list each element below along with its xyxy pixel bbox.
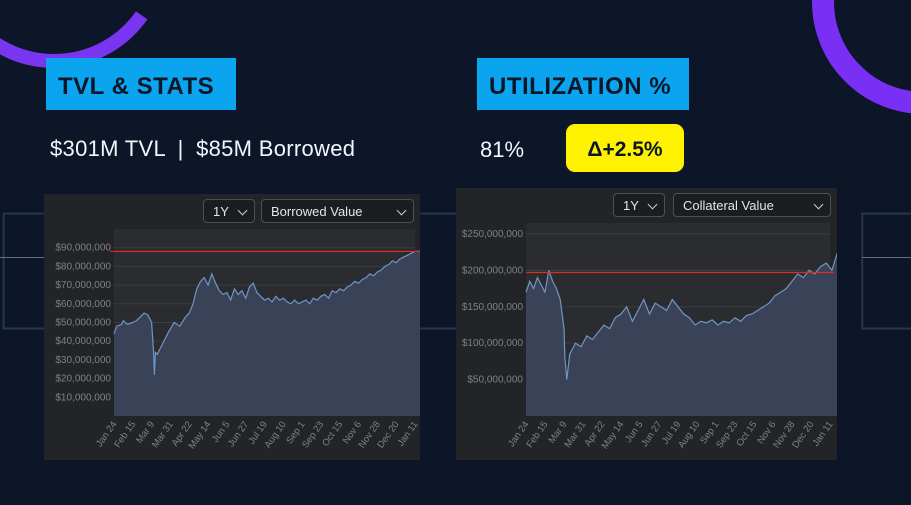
chart-card-collateral: 1Y Collateral Value $250,000,000 $200,000… [456, 188, 837, 460]
divider-line-left [0, 257, 45, 258]
x-tick-label: Jan 11 [810, 419, 835, 448]
borrowed-value-chart: $90,000,000 $80,000,000 $70,000,000 $60,000… [55, 229, 420, 451]
y-tick-label: $80,000,000 [55, 261, 111, 272]
borrowed-value: $85M Borrowed [196, 136, 356, 161]
metric-selector-label: Collateral Value [683, 198, 774, 213]
tvl-value: $301M TVL [50, 136, 166, 161]
collateral-value-chart: $250,000,000 $200,000,000 $150,000,000 $100… [462, 223, 837, 451]
stats-separator: | [177, 136, 184, 161]
metric-selector-collateral[interactable]: Collateral Value [673, 193, 831, 217]
y-tick-label: $40,000,000 [55, 336, 111, 347]
metric-selector-label: Borrowed Value [271, 204, 363, 219]
period-selector-borrowed[interactable]: 1Y [203, 199, 255, 223]
y-tick-label: $90,000,000 [55, 243, 111, 254]
period-selector-label: 1Y [623, 198, 639, 213]
y-tick-label: $50,000,000 [55, 318, 111, 329]
y-tick-label: $60,000,000 [55, 299, 111, 310]
chart-card-borrowed: 1Y Borrowed Value $90,000,000 $80,000,000… [44, 194, 420, 460]
x-tick-label: Jun 27 [639, 419, 664, 449]
utilization-delta-badge: Δ+2.5% [566, 124, 684, 172]
period-selector-label: 1Y [213, 204, 229, 219]
tvl-borrowed-stats: $301M TVL | $85M Borrowed [50, 136, 355, 162]
y-tick-label: $70,000,000 [55, 280, 111, 291]
decorative-arc-right [780, 0, 911, 146]
series-area [526, 254, 837, 416]
divider-line-right [862, 257, 911, 258]
y-tick-label: $50,000,000 [467, 375, 523, 386]
x-tick-label: Oct 15 [320, 419, 345, 448]
y-tick-label: $10,000,000 [55, 392, 111, 403]
y-tick-label: $30,000,000 [55, 355, 111, 366]
period-selector-collateral[interactable]: 1Y [613, 193, 665, 217]
utilization-value: 81% [480, 137, 525, 162]
metric-selector-borrowed[interactable]: Borrowed Value [261, 199, 414, 223]
y-tick-label: $200,000,000 [462, 265, 524, 276]
series-line [113, 250, 420, 375]
y-tick-label: $150,000,000 [462, 302, 524, 313]
x-tick-label: Oct 15 [734, 419, 759, 448]
y-tick-label: $250,000,000 [462, 229, 524, 240]
series-area [114, 250, 420, 416]
series-line [525, 252, 837, 380]
section-label-tvl-stats: TVL & STATS [46, 58, 236, 110]
x-tick-label: Jan 11 [395, 419, 420, 448]
y-tick-label: $100,000,000 [462, 338, 524, 349]
y-tick-label: $20,000,000 [55, 374, 111, 385]
section-label-utilization: UTILIZATION % [477, 58, 689, 110]
